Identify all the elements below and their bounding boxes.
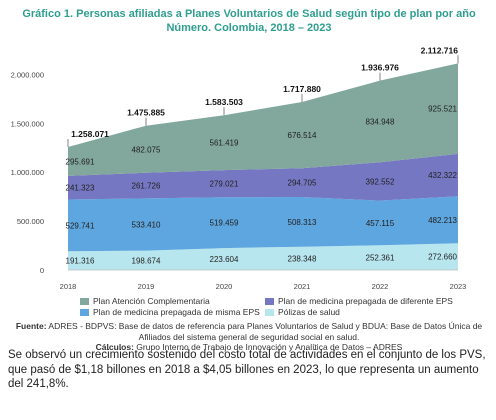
total-label: 2.112.716 [421,45,459,55]
chart-title: Gráfico 1. Personas afiliadas a Planes V… [8,7,490,35]
data-label: 295.691 [66,157,95,166]
data-label: 482.075 [132,145,161,154]
legend-label: Pólizas de salud [278,307,340,317]
x-tick-label: 2020 [216,282,233,291]
legend-swatch [265,297,274,305]
total-label: 1.936.976 [361,63,399,73]
legend-label: Plan Atención Complementaria [93,296,210,306]
total-label: 1.258.071 [71,129,109,139]
data-label: 279.021 [210,180,239,189]
chart-title-line2: Número. Colombia, 2018 – 2023 [166,22,332,34]
total-label: 1.583.503 [205,97,243,107]
x-tick-label: 2018 [60,282,77,291]
fuente-text: ADRES - BDPVS: Base de datos de referenc… [46,321,483,342]
y-tick-label: 500.000 [17,217,44,226]
total-label: 1.475.885 [127,108,165,118]
data-label: 191.316 [66,257,95,266]
legend-label: Plan de medicina prepagada de diferente … [278,296,453,306]
y-tick-label: 1.000.000 [11,168,44,177]
data-label: 241.323 [66,184,95,193]
chart-title-line1: Gráfico 1. Personas afiliadas a Planes V… [22,8,476,20]
calculos-label: Cálculos: [95,342,134,352]
data-label: 561.419 [210,139,239,148]
y-tick-label: 0 [40,266,44,275]
y-tick-label: 2.000.000 [11,70,44,79]
data-label: 519.459 [210,219,239,228]
y-tick-label: 1.500.000 [11,119,44,128]
data-label: 198.674 [132,256,161,265]
data-label: 272.660 [428,253,457,262]
data-label: 508.313 [288,218,317,227]
data-label: 392.552 [366,177,395,186]
data-label: 834.948 [366,117,395,126]
data-label: 252.361 [366,254,395,263]
legend-item-diferente-eps: Plan de medicina prepagada de diferente … [265,296,453,306]
legend-item-polizas: Pólizas de salud [265,307,340,317]
data-label: 676.514 [288,131,317,140]
legend-label: Plan de medicina prepagada de misma EPS [93,307,260,317]
body-paragraph: Se observó un crecimiento sostenido del … [8,349,486,390]
x-tick-label: 2019 [138,282,155,291]
data-label: 457.115 [366,219,395,228]
data-label: 529.741 [66,221,95,230]
data-label: 925.521 [428,105,457,114]
calculos-text: Grupo Interno de Trabajo de Innovación y… [133,342,403,352]
data-label: 294.705 [288,179,317,188]
x-tick-label: 2021 [294,282,311,291]
legend-swatch [80,308,89,316]
fuente-label: Fuente: [15,321,47,331]
chart-source-note: Fuente: ADRES - BDPVS: Base de datos de … [14,321,484,353]
data-label: 261.726 [132,182,161,191]
data-label: 223.604 [210,255,239,264]
data-label: 482.213 [428,216,457,225]
area-series-3 [68,63,458,176]
legend-swatch [265,308,274,316]
data-label: 238.348 [288,254,317,263]
data-label: 432.322 [428,171,457,180]
area-series-1 [68,196,458,252]
stacked-area-chart: 0 500.000 1.000.000 1.500.000 2.000.000 2018 2… [11,45,467,291]
total-label: 1.717.880 [283,84,321,94]
x-tick-label: 2023 [450,282,467,291]
x-tick-label: 2022 [372,282,389,291]
data-label: 533.410 [132,220,161,229]
legend-item-misma-eps: Plan de medicina prepagada de misma EPS [80,307,260,317]
legend-swatch [80,297,89,305]
legend-item-complementaria: Plan Atención Complementaria [80,296,210,306]
area-series-2 [68,153,458,201]
